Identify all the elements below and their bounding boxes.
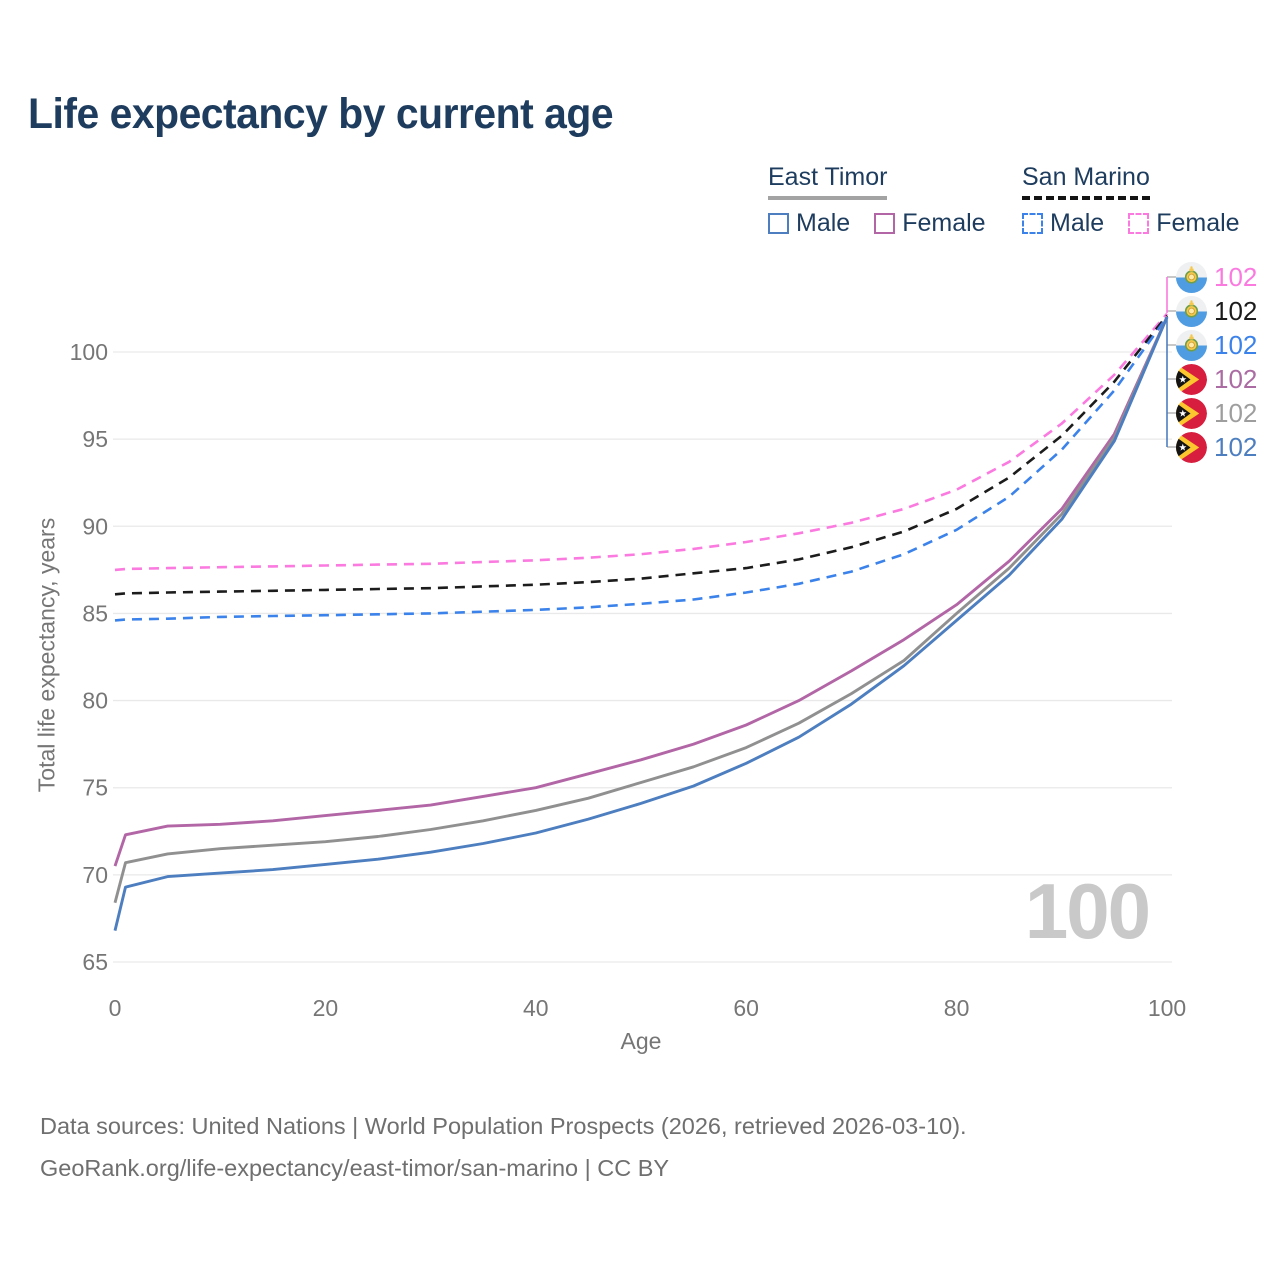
legend-group-san-marino: San Marino Male Female bbox=[1022, 163, 1240, 238]
legend-header-san-marino: San Marino bbox=[1022, 163, 1150, 200]
end-label-value: 102 bbox=[1214, 296, 1258, 326]
series-line-san-marino-female[interactable] bbox=[114, 312, 1168, 572]
y-tick-label: 65 bbox=[82, 949, 108, 975]
line-style-swatch bbox=[1128, 213, 1150, 234]
san-marino-flag-icon bbox=[1176, 329, 1207, 361]
legend-label: Female bbox=[902, 209, 986, 237]
end-label-san-marino-male: 102 bbox=[1176, 329, 1257, 361]
end-label-east-timor-total: 102 bbox=[1176, 397, 1257, 429]
line-style-swatch bbox=[768, 213, 789, 234]
end-label-san-marino-female: 102 bbox=[1176, 261, 1257, 293]
series-line-east-timor-male[interactable] bbox=[113, 316, 1169, 931]
line-style-swatch bbox=[874, 213, 896, 234]
series-line-san-marino-total[interactable] bbox=[114, 314, 1169, 596]
y-tick-label: 85 bbox=[82, 600, 108, 626]
attribution-text: GeoRank.org/life-expectancy/east-timor/s… bbox=[40, 1154, 670, 1181]
legend-label: Female bbox=[1156, 209, 1240, 237]
legend-label: Male bbox=[796, 209, 851, 237]
y-tick-label: 100 bbox=[70, 339, 108, 365]
y-tick-label: 75 bbox=[82, 775, 108, 801]
x-axis-title: Age bbox=[620, 1028, 662, 1054]
x-tick-label: 20 bbox=[313, 995, 339, 1021]
x-tick-label: 80 bbox=[944, 995, 970, 1021]
page-title: Life expectancy by current age bbox=[28, 90, 614, 138]
legend-item-east-timor-female[interactable]: Female bbox=[874, 209, 986, 238]
x-tick-label: 60 bbox=[733, 995, 759, 1021]
legend-item-san-marino-female[interactable]: Female bbox=[1128, 209, 1240, 238]
series-line-east-timor-total[interactable] bbox=[113, 316, 1169, 904]
end-label-value: 102 bbox=[1214, 330, 1258, 360]
end-label-san-marino-total: 102 bbox=[1176, 295, 1257, 327]
san-marino-flag-icon bbox=[1176, 295, 1207, 327]
y-axis-title: Total life expectancy, years bbox=[33, 517, 60, 793]
legend-item-east-timor-male[interactable]: Male bbox=[768, 209, 850, 238]
end-label-value: 102 bbox=[1214, 262, 1258, 292]
series-line-east-timor-female[interactable] bbox=[113, 316, 1169, 867]
legend-item-san-marino-male[interactable]: Male bbox=[1022, 209, 1104, 238]
hover-age-watermark: 100 bbox=[1024, 867, 1151, 955]
y-tick-label: 90 bbox=[82, 513, 108, 539]
end-label-value: 102 bbox=[1214, 364, 1258, 394]
series-line-san-marino-male[interactable] bbox=[114, 316, 1169, 622]
end-label-east-timor-male: 102 bbox=[1176, 431, 1257, 463]
east-timor-flag-icon bbox=[1176, 364, 1207, 395]
line-style-swatch bbox=[1022, 213, 1043, 234]
footer: Data sources: United Nations | World Pop… bbox=[40, 1106, 967, 1190]
y-tick-label: 95 bbox=[82, 426, 108, 452]
end-label-value: 102 bbox=[1214, 432, 1258, 462]
east-timor-flag-icon bbox=[1176, 398, 1207, 429]
x-tick-label: 0 bbox=[109, 995, 122, 1021]
legend-header-east-timor: East Timor bbox=[768, 163, 888, 200]
san-marino-flag-icon bbox=[1176, 261, 1207, 293]
legend-group-east-timor: East Timor Male Female bbox=[768, 163, 986, 238]
data-sources-text: Data sources: United Nations | World Pop… bbox=[40, 1113, 967, 1139]
y-tick-label: 80 bbox=[82, 688, 108, 714]
end-label-value: 102 bbox=[1214, 398, 1258, 428]
east-timor-flag-icon bbox=[1176, 432, 1207, 463]
legend-label: Male bbox=[1050, 209, 1105, 237]
x-tick-label: 40 bbox=[523, 995, 549, 1021]
x-tick-label: 100 bbox=[1148, 995, 1186, 1021]
end-label-east-timor-female: 102 bbox=[1176, 363, 1257, 395]
y-tick-label: 70 bbox=[82, 862, 108, 888]
